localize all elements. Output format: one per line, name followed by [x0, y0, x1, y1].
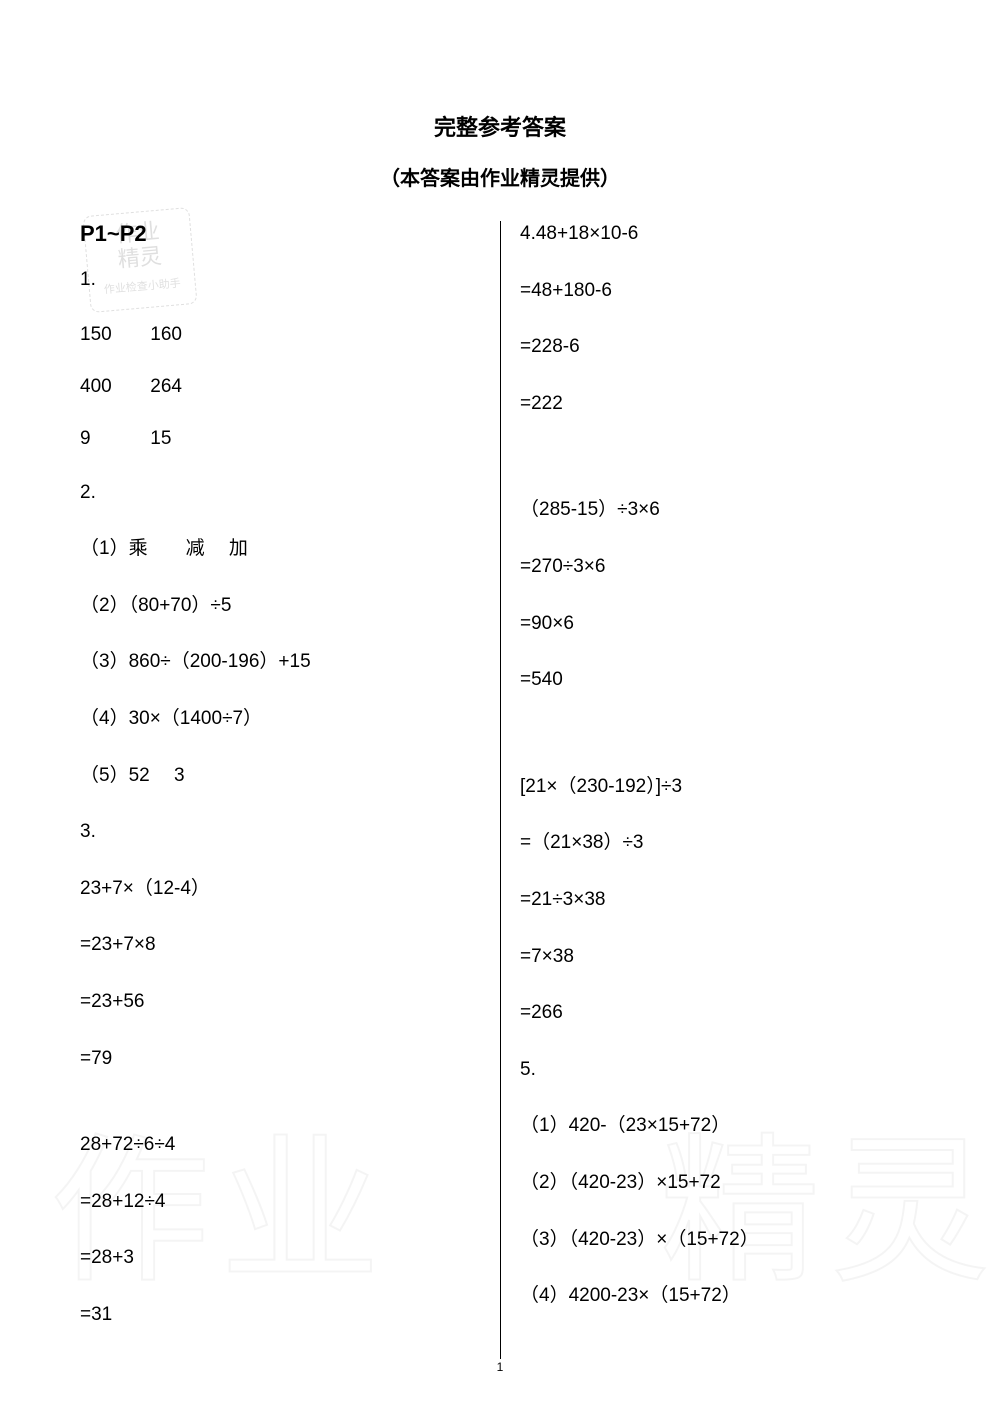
q2-label: 2.: [80, 480, 480, 507]
column-divider: [500, 221, 501, 1359]
q3-c2-2: =28+12÷4: [80, 1189, 480, 1216]
q1-pair-2: 400 264: [80, 376, 480, 398]
r-c1-3: =228-6: [520, 334, 920, 361]
r-c3-1: [21×（230-192）]÷3: [520, 774, 920, 801]
page-subtitle: （本答案由作业精灵提供）: [80, 162, 920, 191]
q3-c1-1: 23+7×（12-4）: [80, 876, 480, 903]
q2-item-1: （1）乘 减 加: [80, 536, 480, 563]
q1-pair1-b: 160: [150, 324, 182, 345]
q5-item-2: （2）（420-23）×15+72: [520, 1170, 920, 1197]
r-c3-2: =（21×38）÷3: [520, 830, 920, 857]
r-c3-5: =266: [520, 1000, 920, 1027]
q1-pair1-a: 150: [80, 324, 145, 346]
q5-label: 5.: [520, 1057, 920, 1084]
document-header: 完整参考答案 （本答案由作业精灵提供）: [80, 110, 920, 191]
r-c2-1: （285-15）÷3×6: [520, 497, 920, 524]
r-c1-1: 4.48+18×10-6: [520, 221, 920, 248]
main-content: P1~P2 1. 150 160 400 264 9 15 2. （1）乘 减 …: [80, 221, 920, 1359]
right-column: 4.48+18×10-6 =48+180-6 =228-6 =222 （285-…: [500, 221, 920, 1359]
q1-pair2-a: 400: [80, 376, 145, 398]
q1-label: 1.: [80, 267, 480, 294]
q1-pair-3: 9 15: [80, 428, 480, 450]
q2-item-5: （5）52 3: [80, 763, 480, 790]
q3-c2-4: =31: [80, 1302, 480, 1329]
q1-pair-1: 150 160: [80, 324, 480, 346]
r-c1-4: =222: [520, 391, 920, 418]
q2-item-4: （4）30×（1400÷7）: [80, 706, 480, 733]
q5-item-3: （3）（420-23）×（15+72）: [520, 1227, 920, 1254]
section-p1p2: P1~P2: [80, 221, 480, 247]
q1-pair3-a: 9: [80, 428, 145, 450]
r-c1-2: =48+180-6: [520, 278, 920, 305]
q2-item-2: （2）（80+70）÷5: [80, 593, 480, 620]
q1-pair2-b: 264: [150, 376, 182, 397]
q3-c1-2: =23+7×8: [80, 932, 480, 959]
page-number: 1: [497, 1360, 504, 1374]
q5-item-4: （4）4200-23×（15+72）: [520, 1283, 920, 1310]
r-c2-3: =90×6: [520, 611, 920, 638]
q3-c1-4: =79: [80, 1046, 480, 1073]
page-title: 完整参考答案: [80, 110, 920, 142]
r-c2-2: =270÷3×6: [520, 554, 920, 581]
r-c2-4: =540: [520, 667, 920, 694]
q2-item-3: （3）860÷（200-196）+15: [80, 649, 480, 676]
q3-label: 3.: [80, 819, 480, 846]
q3-c2-1: 28+72÷6÷4: [80, 1132, 480, 1159]
r-c3-3: =21÷3×38: [520, 887, 920, 914]
q3-c2-3: =28+3: [80, 1245, 480, 1272]
left-column: P1~P2 1. 150 160 400 264 9 15 2. （1）乘 减 …: [80, 221, 500, 1359]
q3-c1-3: =23+56: [80, 989, 480, 1016]
q5-item-1: （1）420-（23×15+72）: [520, 1113, 920, 1140]
q1-pair3-b: 15: [150, 428, 171, 449]
r-c3-4: =7×38: [520, 944, 920, 971]
